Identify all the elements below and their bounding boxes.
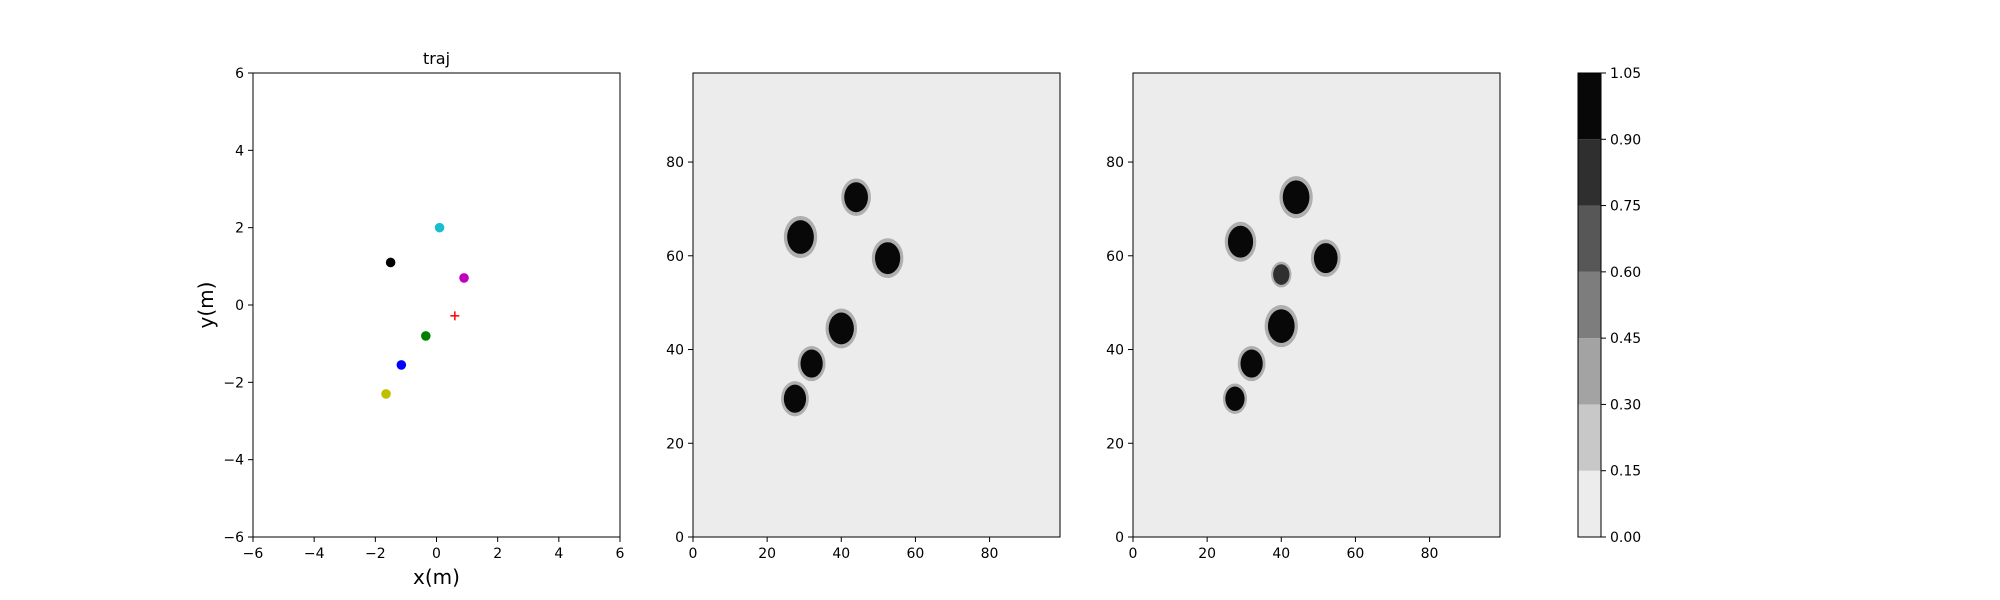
map-2-y-tick-label: 60 bbox=[1106, 249, 1124, 265]
map-2-y-tick-label: 40 bbox=[1106, 343, 1124, 359]
map-1-y-tick-label: 80 bbox=[666, 155, 684, 171]
map-1-frame bbox=[692, 72, 1061, 538]
trajectory-title: traj bbox=[423, 49, 450, 68]
occupancy-blob bbox=[875, 242, 901, 275]
occupancy-blob bbox=[1273, 264, 1290, 285]
colorbar-tick-label: 0.45 bbox=[1610, 331, 1641, 347]
agent-point bbox=[396, 360, 407, 370]
traj-x-tick-label: −6 bbox=[243, 546, 264, 562]
occupancy-blob bbox=[783, 384, 807, 413]
traj-x-tick-label: 2 bbox=[493, 546, 502, 562]
goal-marker bbox=[450, 311, 460, 321]
colorbar-tick-label: 1.05 bbox=[1610, 66, 1641, 82]
occupancy-blob bbox=[844, 182, 868, 213]
map-panel-2: 0 20 40 60 80 0 20 40 60 80 bbox=[1106, 72, 1501, 562]
map-1-y-tick-label: 20 bbox=[666, 436, 684, 452]
map-1-y-tick-label: 60 bbox=[666, 249, 684, 265]
occupancy-blob bbox=[1225, 386, 1245, 411]
colorbar-frame bbox=[1577, 72, 1602, 538]
occupancy-blob bbox=[1227, 225, 1254, 258]
colorbar-tick-label: 0.00 bbox=[1610, 530, 1641, 546]
trajectory-ticks: −6 −4 −2 0 2 4 6 −6 −4 −2 0 2 4 6 bbox=[223, 66, 624, 562]
colorbar-tick-label: 0.60 bbox=[1610, 265, 1641, 281]
map-2-x-tick-label: 80 bbox=[1421, 546, 1439, 562]
colorbar-tick-label: 0.15 bbox=[1610, 464, 1641, 480]
trajectory-panel: traj x(m) y(m) −6 −4 −2 0 2 4 6 −6 −4 −2 0 2 4 6 bbox=[194, 49, 625, 589]
traj-y-tick-label: 6 bbox=[235, 66, 244, 82]
traj-x-tick-label: 6 bbox=[616, 546, 625, 562]
map-1-blobs bbox=[781, 178, 904, 417]
occupancy-blob bbox=[828, 312, 854, 345]
traj-y-tick-label: 2 bbox=[235, 221, 244, 237]
trajectory-plot-area bbox=[252, 72, 621, 538]
map-2-x-tick-label: 60 bbox=[1347, 546, 1365, 562]
traj-x-tick-label: −4 bbox=[304, 546, 325, 562]
traj-y-tick-label: −6 bbox=[223, 530, 244, 546]
map-1-x-tick-label: 0 bbox=[689, 546, 698, 562]
x-axis-label: x(m) bbox=[413, 565, 460, 589]
map-2-blobs bbox=[1222, 176, 1341, 414]
traj-y-tick-label: 0 bbox=[235, 298, 244, 314]
traj-x-tick-label: 0 bbox=[432, 546, 441, 562]
y-axis-label: y(m) bbox=[194, 282, 218, 329]
traj-y-tick-label: −2 bbox=[223, 375, 244, 391]
colorbar-band bbox=[1578, 271, 1601, 339]
map-2-y-tick-label: 20 bbox=[1106, 436, 1124, 452]
map-1-x-tick-label: 20 bbox=[758, 546, 776, 562]
map-2-y-tick-label: 0 bbox=[1115, 530, 1124, 546]
map-2-x-tick-label: 20 bbox=[1198, 546, 1216, 562]
trajectory-points bbox=[381, 222, 469, 399]
occupancy-blob bbox=[787, 220, 814, 254]
map-2-frame bbox=[1132, 72, 1501, 538]
occupancy-blob bbox=[1267, 309, 1295, 343]
traj-x-tick-label: 4 bbox=[554, 546, 563, 562]
colorbar-tick-label: 0.30 bbox=[1610, 397, 1641, 413]
agent-point bbox=[420, 331, 431, 341]
traj-y-tick-label: 4 bbox=[235, 143, 244, 159]
colorbar: 0.00 0.15 0.30 0.45 0.60 0.75 0.90 1.05 bbox=[1577, 66, 1641, 546]
colorbar-band bbox=[1578, 205, 1601, 272]
map-2-x-tick-label: 0 bbox=[1129, 546, 1138, 562]
occupancy-blob bbox=[1240, 349, 1263, 378]
colorbar-tick-label: 0.75 bbox=[1610, 199, 1641, 215]
map-2-x-tick-label: 40 bbox=[1272, 546, 1290, 562]
agent-point bbox=[385, 257, 396, 268]
colorbar-tick-label: 0.90 bbox=[1610, 132, 1641, 148]
colorbar-ticks: 0.00 0.15 0.30 0.45 0.60 0.75 0.90 1.05 bbox=[1601, 66, 1641, 546]
occupancy-blob bbox=[800, 349, 823, 378]
colorbar-bands bbox=[1578, 73, 1601, 537]
map-1-x-tick-label: 80 bbox=[981, 546, 999, 562]
occupancy-blob bbox=[1282, 180, 1310, 215]
colorbar-band bbox=[1578, 404, 1601, 471]
map-2-plot-area bbox=[1133, 73, 1500, 537]
colorbar-band bbox=[1578, 73, 1601, 140]
occupancy-blob bbox=[1313, 243, 1338, 274]
map-1-x-tick-label: 40 bbox=[832, 546, 850, 562]
map-2-ticks: 0 20 40 60 80 0 20 40 60 80 bbox=[1106, 155, 1438, 562]
traj-y-tick-label: −4 bbox=[223, 453, 244, 469]
map-panel-1: 0 20 40 60 80 0 20 40 60 80 bbox=[666, 72, 1061, 562]
agent-point bbox=[381, 389, 391, 399]
colorbar-band bbox=[1578, 338, 1601, 405]
map-2-y-tick-label: 80 bbox=[1106, 155, 1124, 171]
agent-point bbox=[459, 273, 469, 283]
map-1-y-tick-label: 0 bbox=[675, 530, 684, 546]
agent-point bbox=[434, 222, 445, 233]
map-1-ticks: 0 20 40 60 80 0 20 40 60 80 bbox=[666, 155, 998, 562]
map-1-plot-area bbox=[693, 73, 1060, 537]
map-1-y-tick-label: 40 bbox=[666, 343, 684, 359]
colorbar-band bbox=[1578, 470, 1601, 537]
map-1-x-tick-label: 60 bbox=[907, 546, 925, 562]
colorbar-band bbox=[1578, 139, 1601, 206]
traj-x-tick-label: −2 bbox=[365, 546, 386, 562]
